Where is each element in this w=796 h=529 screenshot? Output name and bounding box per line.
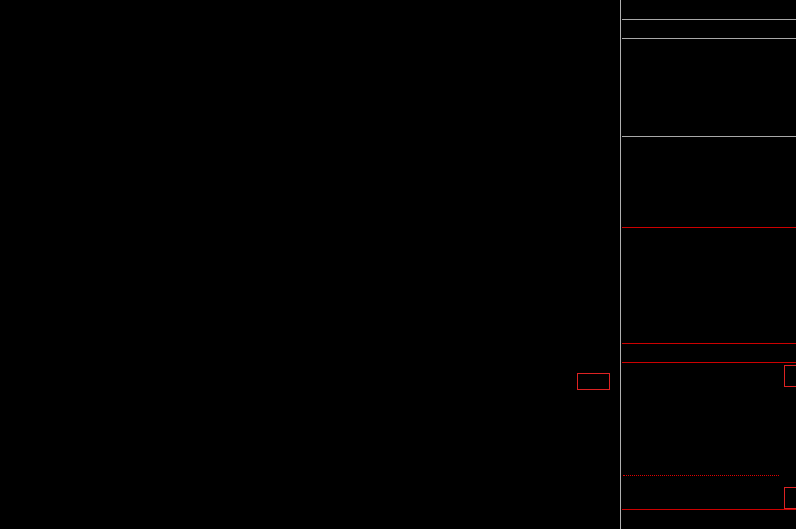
divider [622,19,796,20]
scroll-down-button[interactable] [784,487,796,509]
quote-panel [620,0,796,529]
panel-tabs [622,511,796,529]
divider [622,38,796,39]
tick-separator [623,475,779,476]
weibi-row [623,20,796,39]
divider [622,509,796,510]
scroll-up-button[interactable] [784,365,796,387]
divider [622,343,796,344]
divider [622,136,796,137]
waipan-neipan-row [623,344,796,363]
divider [622,362,796,363]
divider [622,227,796,228]
volume-unit-label [577,373,610,390]
